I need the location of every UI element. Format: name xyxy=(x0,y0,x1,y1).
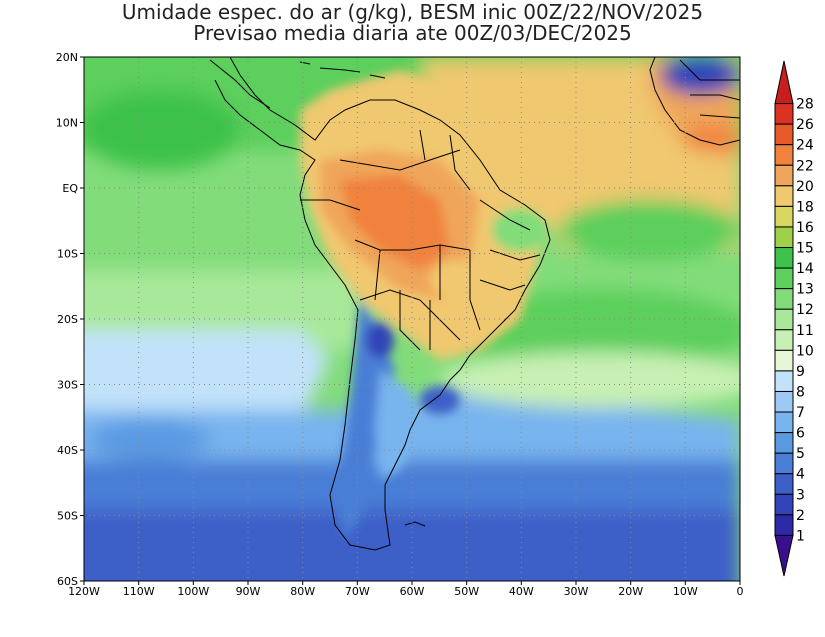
colorbar-label: 4 xyxy=(796,467,805,483)
lat-tick-label: 20N xyxy=(56,51,78,64)
colorbar-bin xyxy=(774,329,794,351)
lon-tick-label: 80W xyxy=(290,585,315,598)
colorbar-label: 28 xyxy=(796,97,814,113)
caribbean-islands xyxy=(299,61,386,79)
colorbar-label: 11 xyxy=(796,323,814,339)
lon-tick-label: 10W xyxy=(673,585,698,598)
colorbar-label: 6 xyxy=(796,426,805,442)
coastlines xyxy=(209,57,740,551)
colorbar-bin xyxy=(774,247,794,269)
lon-tick-label: 90W xyxy=(236,585,261,598)
colorbar-label: 3 xyxy=(796,487,805,503)
lon-tick-label: 50W xyxy=(454,585,479,598)
colorbar-label: 13 xyxy=(796,282,814,298)
colorbar-bin xyxy=(774,349,794,372)
axis-ticks: 120W 110W 100W 90W 80W 70W 60W 50W 40W 30W 20W 10W 0… xyxy=(56,51,744,598)
falkland-islands xyxy=(404,521,426,527)
colorbar-bin xyxy=(774,534,794,577)
africa-borders xyxy=(679,59,740,119)
central-america-coastline xyxy=(209,59,271,109)
lon-tick-label: 20W xyxy=(618,585,643,598)
lon-tick-label: 100W xyxy=(177,585,209,598)
colorbar-bin xyxy=(774,432,794,454)
colorbar-label: 8 xyxy=(796,384,805,400)
colorbar-bin xyxy=(774,103,794,125)
lat-tick-label: 10N xyxy=(56,117,78,130)
colorbar-bin xyxy=(774,60,794,105)
lon-tick-label: 120W xyxy=(68,585,100,598)
colorbar-bin xyxy=(774,226,794,249)
colorbar-label: 20 xyxy=(796,179,814,195)
colorbar-label: 22 xyxy=(796,158,814,174)
colorbar-label: 15 xyxy=(796,241,814,257)
title-line-1: Umidade espec. do ar (g/kg), BESM inic 0… xyxy=(121,0,704,24)
lon-tick-label: 40W xyxy=(509,585,534,598)
title-line-2: Previsao media diaria ate 00Z/03/DEC/202… xyxy=(193,21,632,45)
lat-tick-label: 20S xyxy=(57,313,78,326)
lon-tick-label: 70W xyxy=(345,585,370,598)
colorbar-bin xyxy=(774,308,794,331)
colorbar-bin xyxy=(774,205,794,228)
lat-tick-label: EQ xyxy=(62,182,78,195)
colorbar-bin xyxy=(774,123,794,146)
colorbar-bin xyxy=(774,185,794,207)
colorbar-label: 10 xyxy=(796,343,814,359)
colorbar-label: 5 xyxy=(796,446,805,462)
lon-tick-label: 110W xyxy=(123,585,155,598)
colorbar-label: 2 xyxy=(796,508,805,524)
lat-tick-label: 40S xyxy=(57,444,78,457)
lat-tick-label: 30S xyxy=(57,379,78,392)
colorbar-bin xyxy=(774,493,794,516)
colorbar-label: 16 xyxy=(796,220,814,236)
colorbar-bin xyxy=(774,164,794,187)
colorbar-label: 26 xyxy=(796,117,814,133)
south-america-coastline xyxy=(214,57,551,551)
colorbar-label: 12 xyxy=(796,302,814,318)
lon-tick-label: 0 xyxy=(737,585,744,598)
lat-tick-label: 50S xyxy=(57,510,78,523)
africa-coastline xyxy=(649,57,740,146)
colorbar-bin xyxy=(774,411,794,434)
colorbar-bin xyxy=(774,390,794,413)
colorbar-bin xyxy=(774,267,794,290)
colorbar-bin xyxy=(774,370,794,392)
colorbar-bin xyxy=(774,452,794,475)
colorbar-label: 1 xyxy=(796,528,805,544)
lon-tick-label: 60W xyxy=(400,585,425,598)
colorbar-label: 24 xyxy=(796,138,814,154)
lat-tick-label: 10S xyxy=(57,248,78,261)
colorbar-label: 14 xyxy=(796,261,814,277)
colorbar-label: 18 xyxy=(796,199,814,215)
chart-title: Umidade espec. do ar (g/kg), BESM inic 0… xyxy=(0,2,825,44)
colorbar-bin xyxy=(774,514,794,536)
country-borders xyxy=(300,129,541,351)
colorbar-label: 9 xyxy=(796,364,805,380)
lon-tick-label: 30W xyxy=(564,585,589,598)
colorbar-bin xyxy=(774,473,794,495)
lat-tick-label: 60S xyxy=(57,575,78,588)
colorbar-bin xyxy=(774,288,794,310)
colorbar-bin xyxy=(774,144,794,166)
colorbar-label: 7 xyxy=(796,405,805,421)
